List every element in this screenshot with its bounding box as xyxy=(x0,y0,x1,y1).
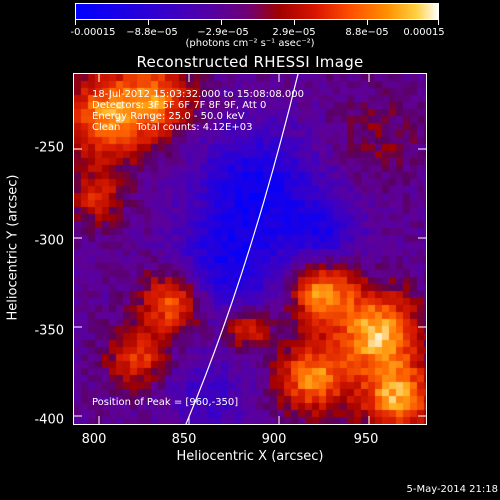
y-tick-label: -250 xyxy=(34,140,64,156)
footer-timestamp: 5-May-2014 21:18 xyxy=(406,484,498,495)
x-tick-label: 950 xyxy=(353,432,379,447)
colorbar-tick-label: -0.00015 xyxy=(70,27,116,38)
x-tick-label: 850 xyxy=(171,432,197,447)
y-tick-label: -300 xyxy=(34,233,64,249)
info-detectors: Detectors: 3F 5F 6F 7F 8F 9F, Att 0 xyxy=(92,100,267,111)
info-time-range: 18-Jul-2012 15:03:32.000 to 15:08:08.000 xyxy=(92,89,304,100)
colorbar-ticks: -0.00015 −8.8e−05 −2.9e−05 2.9e−05 8.8e−… xyxy=(0,0,500,40)
y-tick-label: -350 xyxy=(34,323,64,339)
colorbar-tick-label: 2.9e−05 xyxy=(272,27,316,38)
x-tick-label: 800 xyxy=(81,432,107,447)
plot-overlay xyxy=(74,74,426,424)
x-axis-label: Heliocentric X (arcsec) xyxy=(176,449,324,464)
colorbar-tick-label: −8.8e−05 xyxy=(126,27,178,38)
colorbar-units: (photons cm⁻² s⁻¹ asec⁻²) xyxy=(185,38,315,49)
x-tick-marks xyxy=(98,74,370,424)
colorbar-tick-label: −2.9e−05 xyxy=(197,27,249,38)
colorbar xyxy=(75,3,439,20)
image-title: Reconstructed RHESSI Image xyxy=(136,53,364,71)
y-axis-label: Heliocentric Y (arcsec) xyxy=(5,174,21,321)
x-tick-label: 900 xyxy=(261,432,287,447)
colorbar-tick-label: 8.8e−05 xyxy=(345,27,389,38)
info-total-counts: Clean Total counts: 4.12E+03 xyxy=(92,122,253,133)
rhessi-image xyxy=(73,73,427,425)
peak-position: Position of Peak = [960,-350] xyxy=(92,397,239,408)
info-energy-range: Energy Range: 25.0 - 50.0 keV xyxy=(92,111,245,122)
solar-limb xyxy=(185,74,299,424)
colorbar-tick-label: 0.00015 xyxy=(403,27,445,38)
y-tick-marks xyxy=(74,148,426,417)
y-tick-label: -400 xyxy=(34,412,64,428)
